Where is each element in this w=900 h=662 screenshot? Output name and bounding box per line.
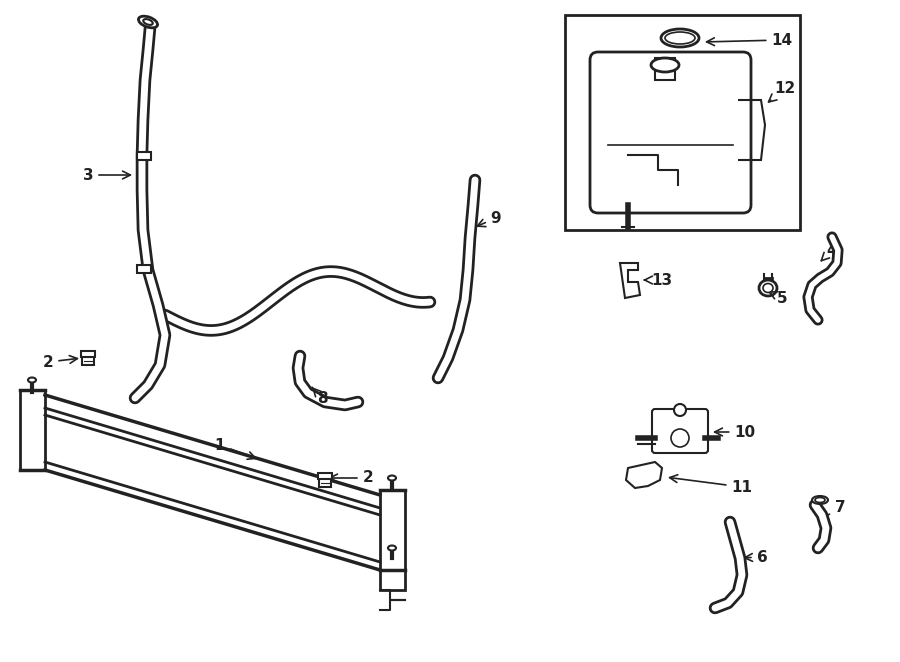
- Ellipse shape: [661, 29, 699, 47]
- Text: 14: 14: [706, 32, 793, 48]
- Ellipse shape: [671, 429, 689, 447]
- Text: 8: 8: [312, 387, 328, 406]
- Ellipse shape: [139, 16, 158, 28]
- Text: 3: 3: [83, 167, 130, 183]
- Text: 11: 11: [670, 475, 752, 495]
- Text: 12: 12: [769, 81, 796, 102]
- Ellipse shape: [651, 58, 679, 72]
- Text: 10: 10: [715, 424, 756, 440]
- Ellipse shape: [388, 475, 396, 481]
- Bar: [137, 152, 151, 160]
- Bar: [565, 15, 800, 230]
- Bar: [81, 351, 95, 357]
- FancyBboxPatch shape: [590, 52, 751, 213]
- Text: 9: 9: [477, 211, 501, 226]
- Ellipse shape: [665, 32, 695, 44]
- Ellipse shape: [812, 496, 828, 504]
- Bar: [318, 473, 332, 479]
- Text: 7: 7: [820, 500, 845, 520]
- Text: 13: 13: [644, 273, 672, 287]
- Ellipse shape: [763, 283, 773, 293]
- Bar: [82, 353, 94, 365]
- FancyBboxPatch shape: [652, 409, 708, 453]
- Bar: [319, 475, 331, 487]
- Text: 5: 5: [770, 291, 788, 305]
- Text: 2: 2: [329, 471, 373, 485]
- Text: 1: 1: [215, 438, 256, 459]
- Bar: [655, 58, 675, 80]
- Ellipse shape: [759, 280, 777, 296]
- Bar: [137, 265, 151, 273]
- Ellipse shape: [674, 404, 686, 416]
- Ellipse shape: [388, 545, 396, 551]
- Ellipse shape: [815, 498, 825, 502]
- Text: 6: 6: [744, 549, 768, 565]
- Text: 4: 4: [821, 242, 837, 261]
- Ellipse shape: [143, 19, 153, 25]
- Text: 2: 2: [42, 354, 77, 369]
- Ellipse shape: [28, 377, 36, 383]
